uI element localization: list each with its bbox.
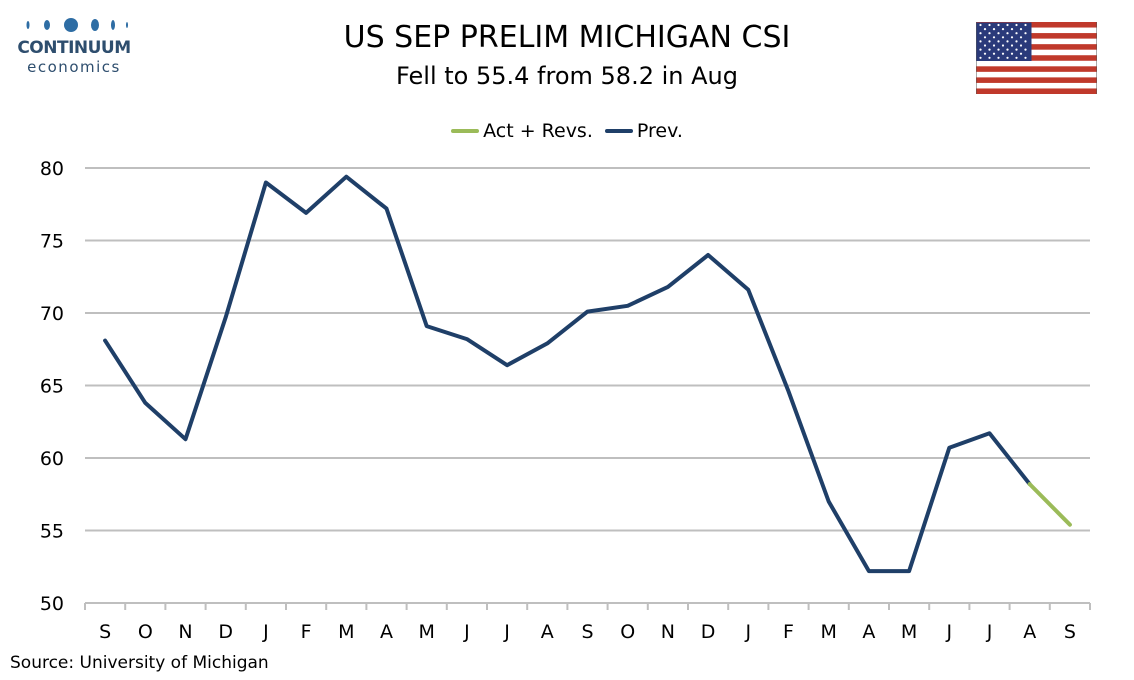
x-tick-label: J [262, 621, 269, 643]
x-tick-label: D [218, 621, 233, 643]
legend-swatch-act-revs [451, 129, 480, 133]
source-note: Source: University of Michigan [10, 653, 269, 673]
y-tick-label: 50 [40, 593, 64, 615]
x-tick-label: O [138, 621, 153, 643]
logo-word-economics: economics [27, 58, 121, 76]
x-tick-label: M [338, 621, 354, 643]
x-tick-label: S [1064, 621, 1076, 643]
logo-dots-icon [26, 18, 128, 32]
series-line-act-revs [1027, 482, 1072, 527]
y-tick-label: 65 [40, 376, 64, 398]
x-tick-label: J [945, 621, 952, 643]
series-line-prev [103, 174, 1032, 574]
y-tick-label: 60 [40, 448, 64, 470]
x-tick-label: M [418, 621, 434, 643]
series-lines [103, 174, 1072, 574]
us-flag-icon [976, 22, 1097, 94]
x-tick-label: N [661, 621, 675, 643]
logo-word-continuum: CONTINUUM [17, 38, 131, 58]
x-tick-label: J [744, 621, 751, 643]
continuum-economics-logo: CONTINUUM economics [14, 14, 134, 76]
y-tick-label: 75 [40, 231, 64, 253]
legend-swatch-prev [604, 129, 633, 133]
legend-item-prev: Prev. [604, 120, 683, 142]
y-tick-label: 80 [40, 158, 64, 180]
x-tick-label: S [99, 621, 111, 643]
chart-subtitle: Fell to 55.4 from 58.2 in Aug [396, 62, 738, 90]
y-axis-ticks: 50 55 60 65 70 75 80 [40, 158, 64, 615]
x-tick-label: M [820, 621, 836, 643]
x-tick-label: M [901, 621, 917, 643]
x-tick-label: J [986, 621, 993, 643]
x-tick-label: J [463, 621, 470, 643]
y-tick-label: 70 [40, 303, 64, 325]
legend-label-act-revs: Act + Revs. [483, 120, 593, 142]
x-tick-label: F [783, 621, 794, 643]
y-tick-label: 55 [40, 521, 64, 543]
legend-label-prev: Prev. [636, 120, 683, 142]
x-tick-label: N [178, 621, 192, 643]
x-tick-label: S [581, 621, 593, 643]
x-tick-label: A [541, 621, 554, 643]
x-tick-label: A [1023, 621, 1036, 643]
chart-legend: Act + Revs. Prev. [0, 120, 1134, 142]
x-tick-label: F [301, 621, 312, 643]
x-tick-label: O [620, 621, 635, 643]
chart-title: US SEP PRELIM MICHIGAN CSI [343, 20, 791, 55]
x-tick-label: J [503, 621, 510, 643]
legend-item-act-revs: Act + Revs. [451, 120, 593, 142]
x-tick-label: A [380, 621, 393, 643]
x-tick-label: D [701, 621, 716, 643]
x-tick-label: A [862, 621, 875, 643]
